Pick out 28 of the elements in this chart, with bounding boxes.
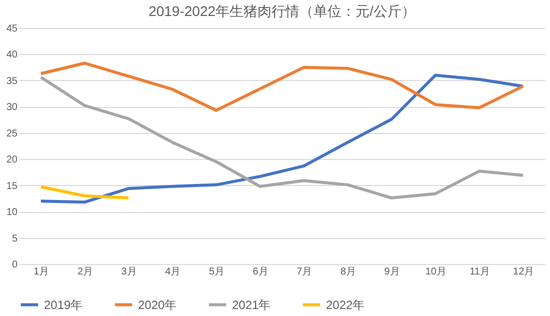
legend-label: 2021年 <box>232 298 271 312</box>
x-tick-label: 7月 <box>296 266 312 278</box>
line-series <box>39 62 525 112</box>
x-tick-label: 10月 <box>425 266 446 278</box>
y-tick-label: 30 <box>6 102 18 114</box>
y-tick-label: 45 <box>6 24 18 34</box>
y-tick-label: 5 <box>12 233 18 244</box>
x-tick-label: 9月 <box>384 266 400 278</box>
x-tick-label: 12月 <box>513 266 534 278</box>
y-tick-label: 25 <box>6 128 18 140</box>
y-tick-label: 15 <box>6 180 18 192</box>
y-tick-label: 35 <box>6 76 18 87</box>
x-tick-label: 11月 <box>470 266 490 278</box>
x-tick-label: 1月 <box>34 266 50 278</box>
legend-label: 2022年 <box>326 298 365 312</box>
x-tick-label: 4月 <box>165 266 181 278</box>
x-tick-label: 8月 <box>340 266 356 278</box>
y-tick-label: 10 <box>6 207 18 218</box>
legend-label: 2019年 <box>44 298 83 312</box>
legend-label: 2020年 <box>138 298 177 312</box>
x-tick-label: 3月 <box>121 266 137 278</box>
y-tick-label: 20 <box>6 154 18 166</box>
x-tick-label: 5月 <box>208 266 225 278</box>
chart-title: 2019-2022年生猪肉行情（单位：元/公斤） <box>148 3 416 19</box>
y-tick-label: 40 <box>6 50 18 61</box>
x-tick-label: 2月 <box>77 266 94 278</box>
y-tick-label: 0 <box>12 260 18 270</box>
x-tick-label: 6月 <box>252 266 268 278</box>
